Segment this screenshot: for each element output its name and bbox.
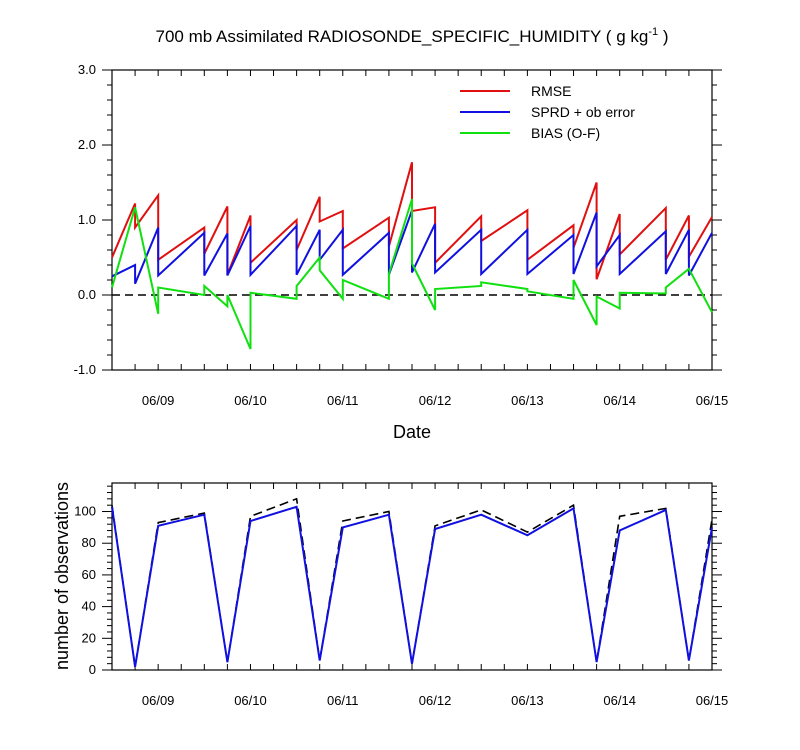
y-tick-label: 60 xyxy=(82,567,96,582)
y-tick-label: 80 xyxy=(82,535,96,550)
series-line-0 xyxy=(111,497,713,667)
y-tick-label: 20 xyxy=(82,630,96,645)
y-tick-label: 0.0 xyxy=(78,287,96,302)
legend-label: RMSE xyxy=(531,83,571,99)
plot-frame xyxy=(111,482,713,671)
title-superscript: -1 xyxy=(648,26,658,38)
top-xaxis-title: Date xyxy=(393,422,431,442)
series-line-1 xyxy=(111,505,713,667)
y-tick-label: 2.0 xyxy=(78,137,96,152)
x-tick-label: 06/15 xyxy=(696,693,729,708)
y-tick-label: -1.0 xyxy=(74,362,96,377)
x-tick-label: 06/12 xyxy=(419,693,452,708)
x-tick-label: 06/11 xyxy=(327,693,359,708)
y-tick-label: 100 xyxy=(74,504,96,519)
top-plot-area: 06/09 06/10 06/11 06/12 06/13 06/14 06/15 -1.0 0… xyxy=(74,62,729,408)
series-line-bias-o-f xyxy=(111,198,713,350)
x-tick-label: 06/09 xyxy=(142,693,175,708)
title-end: ) xyxy=(658,27,668,46)
chart-title: 700 mb Assimilated RADIOSONDE_SPECIFIC_H… xyxy=(156,26,669,46)
y-tick-label: 0 xyxy=(89,662,96,677)
x-tick-label: 06/13 xyxy=(511,393,544,408)
legend-label: BIAS (O-F) xyxy=(531,125,600,141)
x-tick-label: 06/10 xyxy=(234,693,267,708)
x-tick-label: 06/10 xyxy=(234,393,267,408)
bottom-plot-area: 06/09 06/10 06/11 06/12 06/13 06/14 06/15 0 20 40… xyxy=(74,482,729,708)
x-tick-label: 06/11 xyxy=(327,393,359,408)
title-main: 700 mb Assimilated RADIOSONDE_SPECIFIC_H… xyxy=(156,27,649,46)
series-line-sprd-ob-error xyxy=(111,209,713,285)
x-tick-label: 06/15 xyxy=(696,393,729,408)
legend-label: SPRD + ob error xyxy=(531,104,635,120)
x-tick-label: 06/13 xyxy=(511,693,544,708)
x-tick-label: 06/14 xyxy=(603,693,636,708)
x-tick-label: 06/14 xyxy=(603,393,636,408)
x-tick-label: 06/12 xyxy=(419,393,452,408)
x-tick-label: 06/09 xyxy=(142,393,175,408)
y-tick-label: 40 xyxy=(82,599,96,614)
bottom-yaxis-title: number of observations xyxy=(52,482,72,670)
series-line-rmse xyxy=(111,162,713,280)
y-tick-label: 3.0 xyxy=(78,62,96,77)
y-tick-label: 1.0 xyxy=(78,212,96,227)
